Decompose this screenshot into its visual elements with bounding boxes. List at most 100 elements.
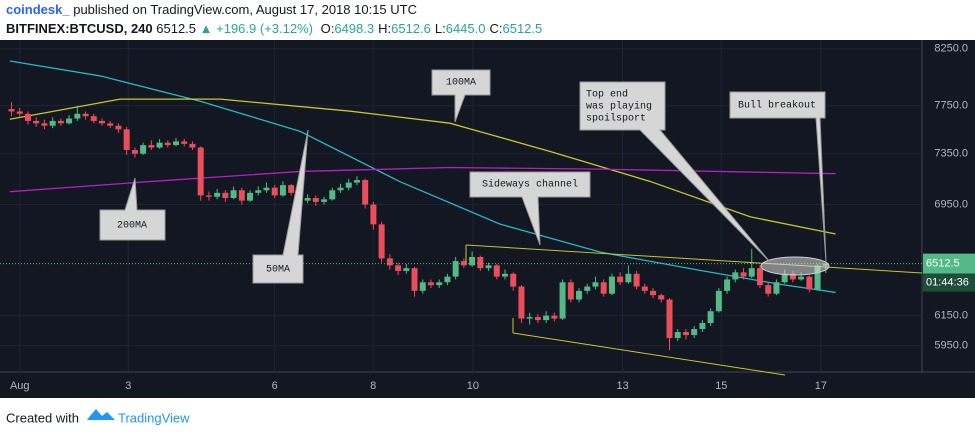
moving-average [9,60,836,294]
callouts [99,69,827,284]
candle-body [411,268,418,291]
candle-body [674,332,681,339]
candle-body [82,113,89,117]
candle-body [600,282,607,294]
callout-box [99,177,166,241]
candle-body [732,272,739,280]
candle-body [181,141,188,144]
candle-body [650,290,657,296]
candle-body [608,276,615,294]
candle-body [33,120,40,124]
candle-body [469,257,476,266]
candle-body [666,299,673,339]
quote-value: 6445.0 [446,21,486,36]
candle-body [98,120,105,124]
candle-body [559,282,566,319]
candle-body [444,276,451,283]
symbol: BITFINEX:BTCUSD, 240 [6,21,153,36]
candle-body [238,190,245,201]
annotation: Sideways channel [482,179,578,191]
candle-body [386,258,393,266]
quote-label: C: [489,21,502,36]
candle-body [115,125,122,130]
candle-body [460,261,467,266]
candle-body [773,282,780,294]
y-tick-label: 6150.0 [934,310,968,322]
last: 6512.5 [156,21,196,36]
x-tick-label: 15 [715,380,727,392]
candle-body [337,187,344,191]
moving-average [9,166,836,193]
candle-body [781,273,788,283]
candle-body [148,145,155,148]
candle-body [740,272,747,277]
trend-lines [465,244,923,376]
candle-body [395,265,402,271]
candle-body [41,123,48,126]
candle-body [156,142,163,148]
candle-body [230,190,237,199]
candle-body [164,142,171,146]
candle-body [279,185,286,196]
candle-body [222,192,229,199]
change: ▲ +196.9 (+3.12%) [200,21,313,36]
candle-body [214,192,221,197]
candle-body [321,199,328,202]
plot [0,40,922,372]
x-tick-label: 13 [616,380,628,392]
candle-body [798,276,805,280]
candle-body [16,111,23,114]
candle-body [493,265,500,277]
x-tick-label: 10 [467,380,479,392]
candle-body [526,317,533,319]
candle-body [255,190,262,193]
y-tick-label: 5950.0 [934,340,968,352]
candle-body [24,113,31,121]
annotation: was playing [586,101,652,113]
x-tick-label: 3 [125,380,131,392]
candle-body [699,323,706,330]
footer-brand: TradingView [118,410,190,425]
callout-box [729,91,827,263]
candle-body [8,109,15,112]
candle-body [131,150,138,154]
candle-body [197,147,204,196]
quote-value: 6498.3 [334,21,374,36]
candle-body [691,329,698,336]
candle-body [510,273,517,287]
y-tick-label: 7350.0 [934,148,968,160]
candle-body [633,273,640,287]
x-tick-label: 8 [370,380,376,392]
candle-body [806,276,813,290]
header-line1: coindesk_ published on TradingView.com, … [6,2,417,17]
candle-body [625,273,632,283]
candle-body [107,123,114,126]
candle-body [90,116,97,121]
candle-body [534,317,541,321]
y-tick-label: 7750.0 [934,99,968,111]
candle-body [576,290,583,300]
channel-bottom [512,332,786,376]
candle-body [436,282,443,286]
candle-body [173,141,180,146]
last-price-box [923,253,975,274]
candle-body [748,268,755,277]
candle-body [304,198,311,201]
footer-text: Created with [6,410,79,425]
channel-top [465,244,923,274]
header-line2: BITFINEX:BTCUSD, 240 6512.5 ▲ +196.9 (+3… [6,21,542,36]
author: coindesk_ [6,2,70,17]
candle-body [271,187,278,196]
candle-body [658,295,665,300]
tv-logo [87,409,115,420]
candle-body [123,129,130,151]
countdown: 01:44:36 [926,277,969,289]
callout-box [252,129,309,284]
candle-body [74,113,81,119]
candle-body [353,180,360,183]
candle-body [288,185,295,193]
candle-body [452,261,459,277]
candle-body [551,315,558,319]
